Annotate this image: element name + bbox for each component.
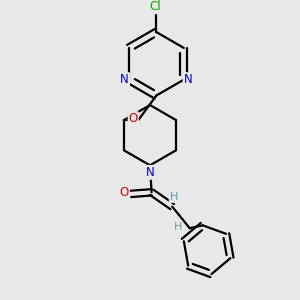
Text: H: H (173, 222, 182, 232)
Text: N: N (146, 166, 154, 179)
Text: O: O (119, 186, 129, 199)
Text: H: H (169, 192, 178, 202)
Text: N: N (120, 73, 129, 86)
Text: N: N (184, 73, 192, 86)
Text: Cl: Cl (149, 0, 161, 13)
Text: O: O (129, 112, 138, 125)
